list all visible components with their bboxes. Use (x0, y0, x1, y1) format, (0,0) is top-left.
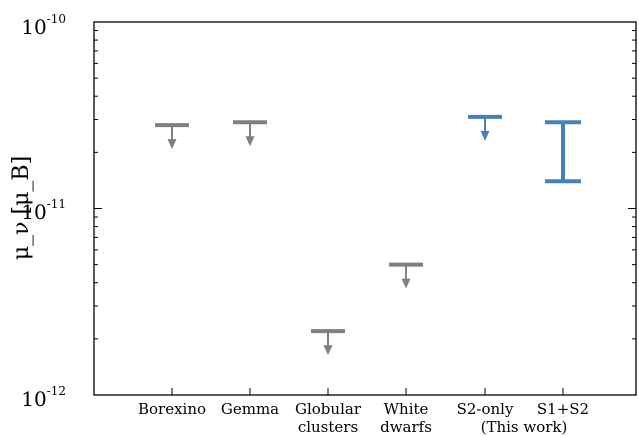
plot-frame (93, 21, 637, 396)
data-marks (155, 114, 581, 356)
x-tick-label-globular: Globular (295, 400, 362, 418)
limit-arrow-head (480, 130, 490, 141)
x-tick-label-gemma: Gemma (221, 400, 279, 418)
y-tick-label-1e-11: 10-11 (21, 197, 66, 224)
y-axis-tick-labels: 10-10 10-11 10-12 (21, 12, 66, 411)
x-tick-label-white: White (384, 400, 429, 418)
limit-arrow-head (167, 139, 177, 150)
x-tick-label-this-work: (This work) (481, 418, 568, 436)
upper-limit-marker (155, 123, 189, 150)
upper-limit-marker (233, 120, 267, 147)
interval-marker (545, 120, 581, 184)
x-tick-label-borexino: Borexino (138, 400, 206, 418)
upper-limit-marker (468, 114, 502, 141)
y-tick-label-1e-12: 10-12 (21, 384, 66, 411)
upper-limit-marker (311, 329, 345, 356)
x-tick-label-dwarfs: dwarfs (380, 418, 432, 436)
x-tick-label-s1-s2: S1+S2 (537, 400, 589, 418)
limit-arrow-head (245, 136, 255, 147)
upper-limit-marker (389, 262, 423, 289)
limit-arrow-head (401, 278, 411, 289)
y-axis-ticks (94, 21, 636, 396)
x-tick-label-s2-only: S2-only (457, 400, 514, 418)
y-axis-label: μ_ν [μ_B] (9, 156, 34, 260)
x-tick-label-clusters: clusters (298, 418, 358, 436)
x-axis-tick-labels: Borexino Gemma Globular clusters White d… (138, 400, 589, 436)
y-tick-label-1e-10: 10-10 (21, 12, 66, 39)
limit-arrow-head (323, 345, 333, 356)
